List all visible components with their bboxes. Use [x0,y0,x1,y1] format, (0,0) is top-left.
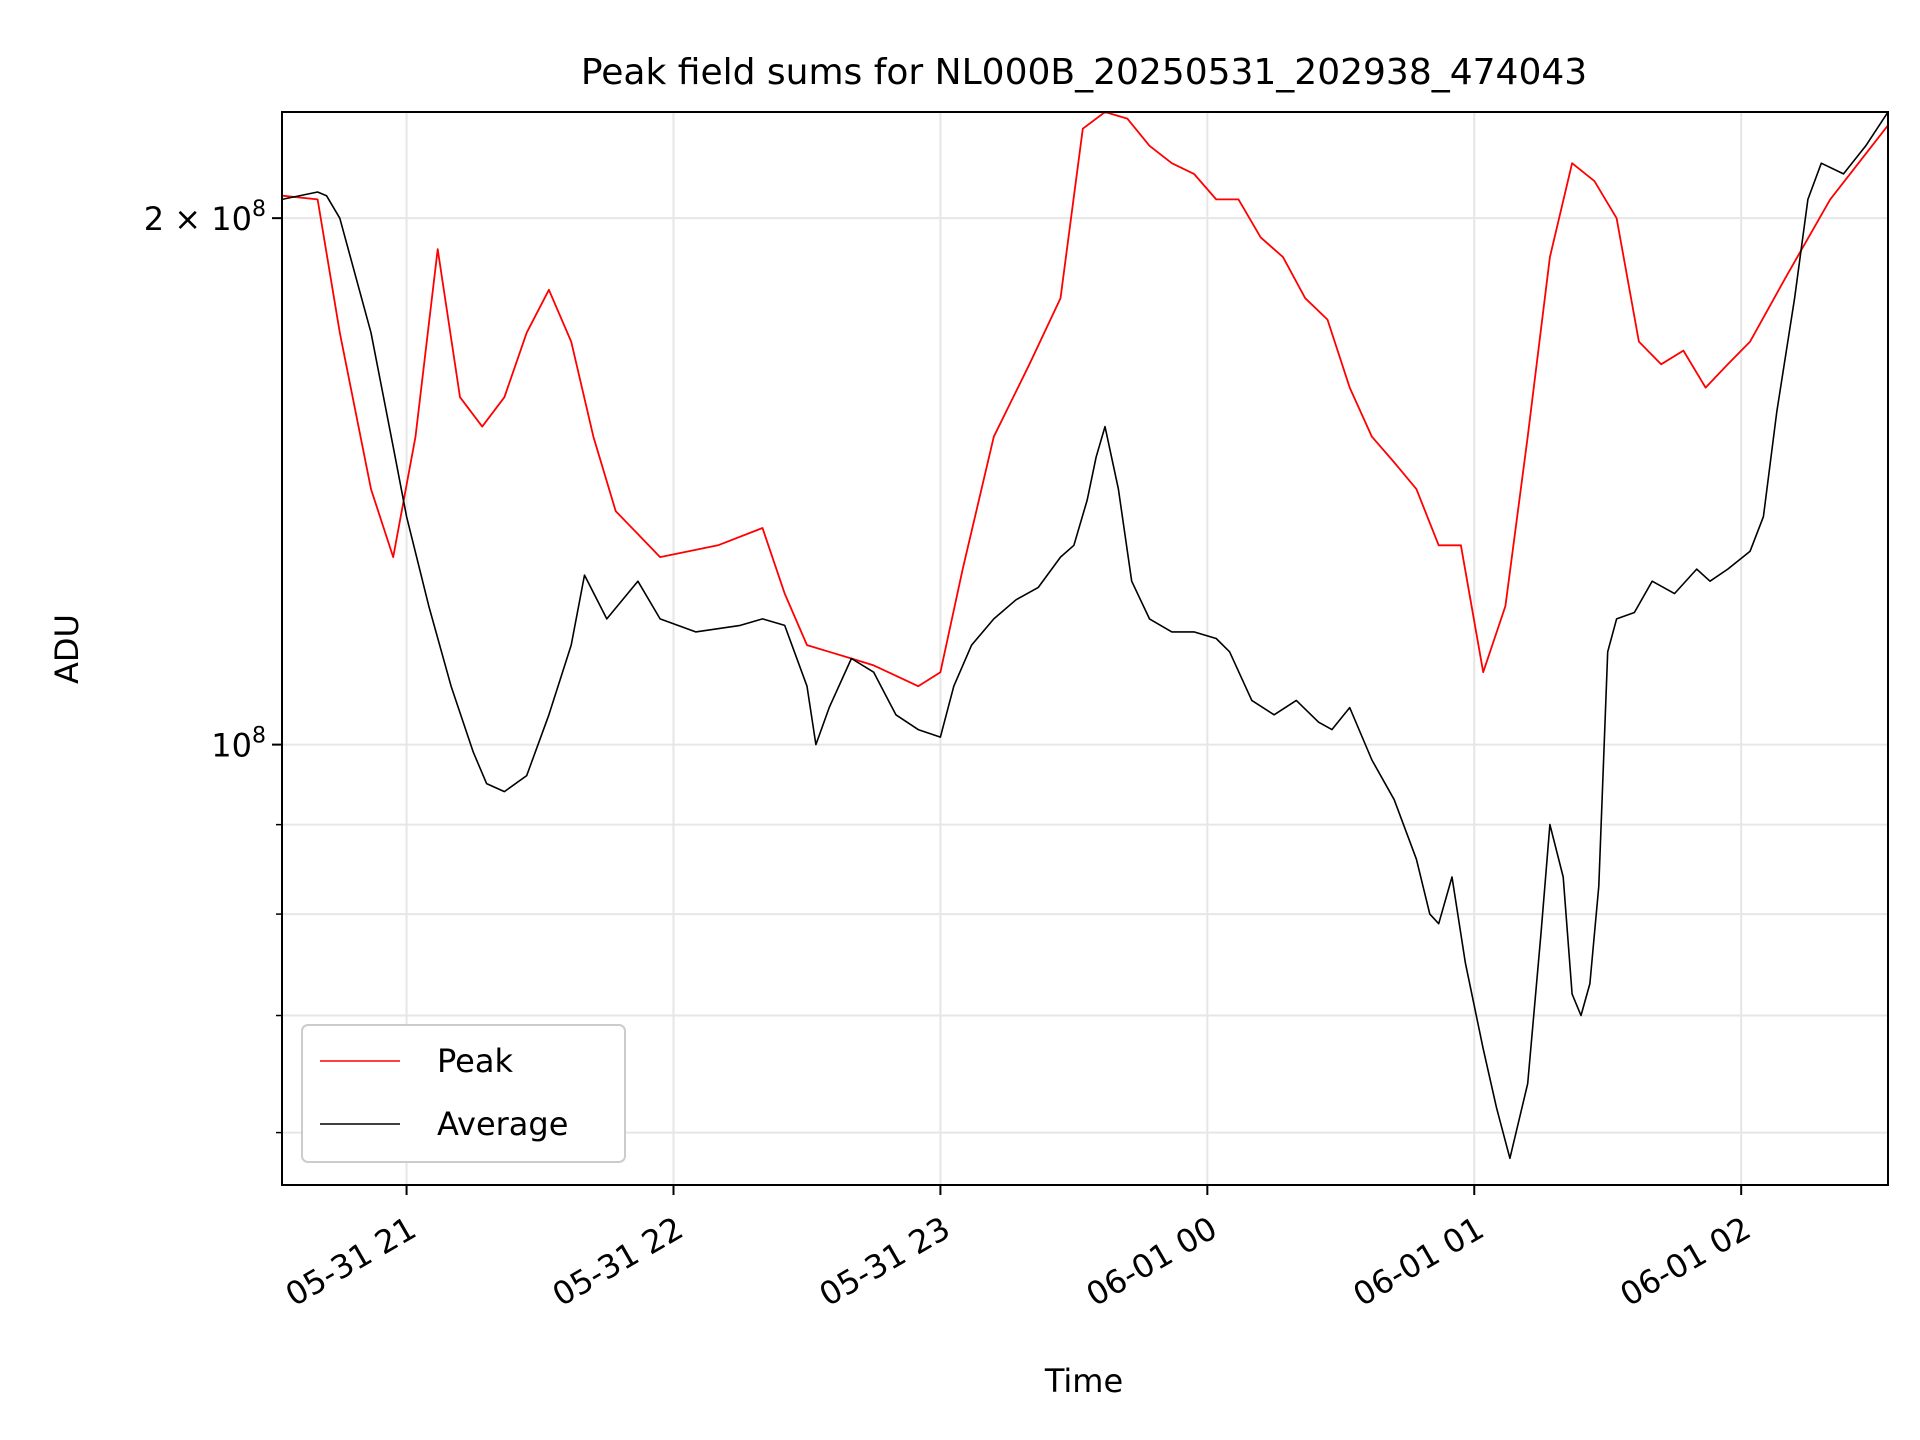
legend-label-peak: Peak [437,1042,513,1080]
legend-box [301,1024,626,1163]
series-line-peak [282,112,1888,688]
chart-title: Peak field sums for NL000B_20250531_2029… [581,52,1587,93]
y-axis: 2 × 108 108 [144,197,282,1134]
legend-label-average: Average [437,1105,568,1143]
legend: Peak Average [301,1024,626,1163]
grid-lines [282,112,1888,1185]
series-line-average [282,112,1888,1160]
y-tick-label: 2 × 108 [144,197,266,238]
plot-frame [281,111,1889,1186]
series-lines [282,112,1888,1160]
y-axis-label: ADU [48,614,86,684]
x-axis-label: Time [1044,1362,1123,1400]
y-tick-label: 108 [211,724,266,765]
